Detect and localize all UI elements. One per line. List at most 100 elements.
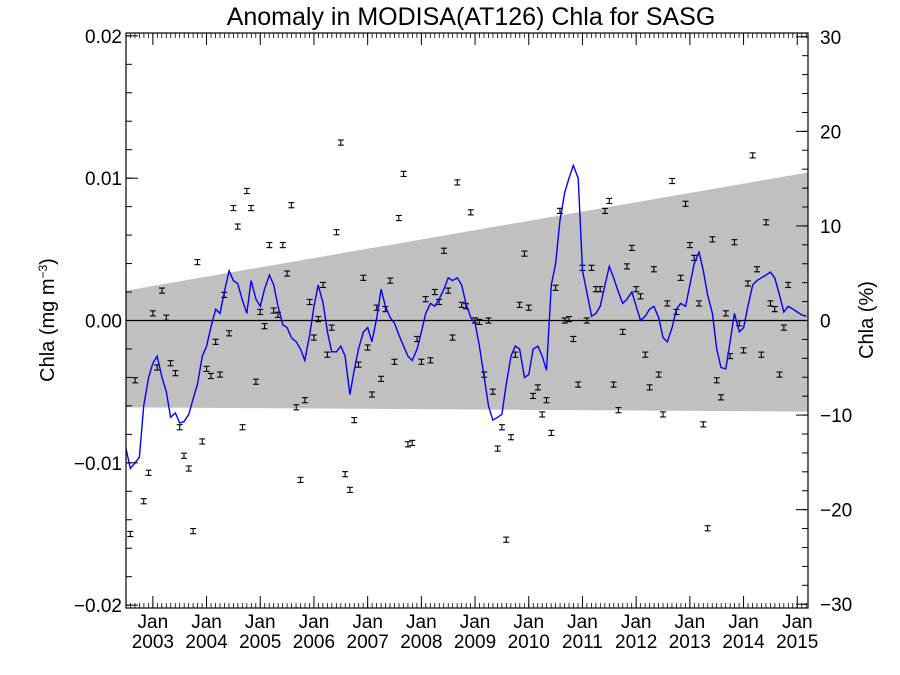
data-point-142 [767, 300, 774, 307]
data-point-115 [646, 384, 653, 391]
y-tick-label-right: 10 [820, 217, 841, 238]
data-point-128 [704, 525, 711, 532]
data-point-1 [132, 377, 139, 384]
x-tick-label-month: Jan [782, 612, 813, 633]
data-point-18 [212, 338, 219, 345]
data-point-39 [306, 298, 313, 306]
data-point-122 [677, 274, 684, 281]
data-point-29 [261, 323, 268, 330]
data-point-145 [780, 324, 787, 331]
data-point-136 [740, 347, 747, 354]
data-point-38 [301, 397, 308, 404]
y-tick-label-left: 0.01 [85, 169, 122, 190]
data-point-51 [360, 274, 367, 281]
data-point-139 [753, 266, 760, 273]
y-axis-left: 0.02 0.01 0.00 −0.01 −0.02 [74, 27, 138, 617]
data-point-83 [503, 536, 510, 543]
data-point-87 [521, 250, 528, 257]
data-point-111 [628, 244, 635, 252]
x-axis: Jan2003Jan2004Jan2005Jan2006Jan2007Jan20… [125, 33, 818, 653]
data-point-35 [288, 202, 295, 209]
x-tick-label-year: 2003 [132, 632, 174, 653]
chart-title: Anomaly in MODISA(AT126) Chla for SASG [227, 3, 716, 31]
data-point-22 [230, 204, 237, 212]
x-tick-label-year: 2010 [508, 632, 550, 653]
data-point-8 [167, 360, 174, 367]
x-tick-label-year: 2011 [562, 632, 603, 653]
data-point-131 [718, 394, 725, 401]
data-point-102 [588, 264, 595, 271]
data-point-109 [619, 328, 626, 335]
x-tick-label-year: 2013 [669, 632, 711, 653]
data-point-59 [395, 214, 402, 222]
data-point-71 [449, 334, 456, 341]
data-point-114 [642, 351, 649, 358]
data-point-132 [722, 310, 729, 317]
data-point-21 [226, 330, 233, 337]
x-tick-label-month: Jan [191, 612, 222, 633]
x-tick-label-month: Jan [460, 612, 491, 633]
data-point-94 [552, 284, 559, 291]
data-point-62 [409, 439, 416, 447]
data-point-23 [234, 223, 241, 230]
data-point-110 [624, 263, 631, 270]
data-point-31 [270, 307, 277, 314]
data-point-45 [333, 229, 340, 236]
data-point-53 [368, 391, 375, 398]
x-tick-label-year: 2014 [722, 632, 765, 653]
data-point-64 [418, 358, 425, 365]
data-point-86 [516, 301, 523, 308]
data-point-52 [364, 344, 371, 351]
data-point-58 [391, 358, 398, 365]
data-point-84 [508, 434, 515, 441]
data-point-34 [284, 270, 291, 277]
data-point-89 [530, 392, 537, 400]
data-point-41 [315, 315, 322, 323]
data-point-14 [194, 259, 201, 266]
data-point-120 [669, 177, 676, 185]
data-point-3 [145, 469, 152, 476]
data-point-44 [328, 324, 335, 331]
data-point-123 [682, 200, 689, 207]
y-tick-label-right: −10 [820, 406, 852, 427]
data-point-97 [566, 315, 573, 323]
data-point-24 [239, 424, 246, 431]
y-tick-label-left: 0.02 [85, 27, 122, 48]
data-point-112 [633, 286, 640, 293]
x-tick-label-month: Jan [567, 612, 598, 633]
data-point-72 [454, 179, 461, 186]
y-tick-label-right: 30 [820, 28, 841, 49]
x-tick-label-month: Jan [138, 612, 169, 633]
data-point-79 [485, 317, 492, 324]
data-point-80 [489, 388, 496, 395]
data-point-117 [655, 371, 662, 378]
y-axis-right: 30 20 10 0 −10 −20 −30 [796, 28, 852, 616]
data-point-127 [700, 421, 707, 428]
data-point-13 [190, 528, 197, 535]
x-tick-label-year: 2015 [776, 632, 818, 653]
data-point-9 [172, 370, 179, 377]
data-point-105 [602, 207, 609, 215]
data-point-33 [279, 241, 286, 249]
x-tick-label-month: Jan [621, 612, 652, 633]
x-tick-label-year: 2008 [400, 632, 442, 653]
y-tick-label-left: 0.00 [85, 312, 122, 333]
data-point-26 [248, 204, 255, 212]
data-point-66 [427, 357, 434, 364]
data-point-98 [570, 335, 577, 343]
data-point-25 [243, 187, 250, 195]
data-point-0 [127, 530, 134, 538]
data-point-37 [297, 476, 304, 484]
data-point-138 [749, 152, 756, 159]
y-axis-right-label: Chla (%) [856, 281, 878, 359]
data-point-11 [180, 452, 187, 459]
data-point-46 [337, 139, 344, 146]
x-tick-label-month: Jan [245, 612, 276, 633]
errorbar-series [127, 139, 792, 543]
y-tick-label-right: 0 [820, 312, 831, 333]
data-point-141 [763, 219, 770, 226]
data-point-16 [203, 365, 210, 373]
data-point-126 [695, 300, 702, 307]
data-point-42 [320, 281, 327, 289]
